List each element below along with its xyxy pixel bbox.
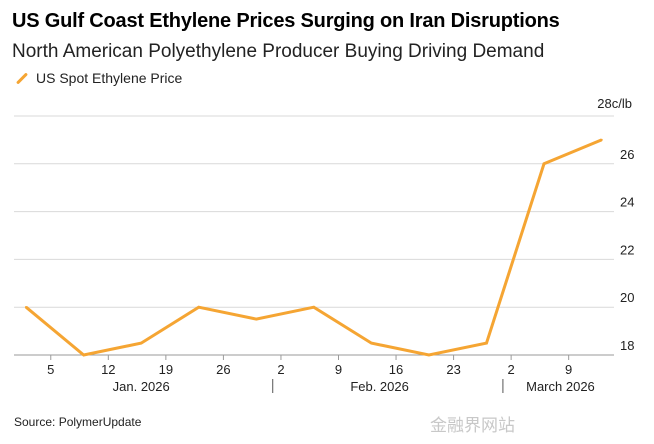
x-tick-label: 5 — [47, 362, 54, 377]
x-tick-label: 2 — [277, 362, 284, 377]
y-tick-label: 20 — [620, 290, 634, 305]
y-tick-label: 24 — [620, 195, 634, 210]
legend-label: US Spot Ethylene Price — [36, 70, 183, 86]
x-tick-label: 16 — [389, 362, 403, 377]
y-tick-label: 22 — [620, 242, 634, 257]
y-unit-label: 28c/lb — [597, 96, 632, 111]
data-point — [140, 341, 143, 345]
x-tick-label: 9 — [565, 362, 572, 377]
month-label: Jan. 2026 — [113, 379, 170, 394]
x-tick-label: 23 — [446, 362, 460, 377]
source-note: Source: PolymerUpdate — [14, 415, 142, 429]
y-tick-label: 26 — [620, 147, 634, 162]
data-point — [197, 306, 200, 309]
data-point — [255, 317, 258, 321]
data-point — [24, 306, 28, 309]
data-point — [82, 353, 85, 357]
axis-labels: 18 20 22 24 26 28c/lb 5 12 19 26 2 9 16 23 2 9 Jan. 2026… — [47, 96, 634, 394]
legend: US Spot Ethylene Price — [14, 70, 182, 86]
series-layer — [24, 138, 603, 357]
month-label: Feb. 2026 — [350, 379, 409, 394]
y-tick-label: 18 — [620, 338, 634, 353]
legend-line-icon — [14, 71, 28, 85]
data-point — [542, 162, 546, 165]
series-line — [25, 138, 603, 357]
data-point — [312, 306, 316, 309]
data-point — [600, 138, 603, 142]
x-tick-label: 2 — [508, 362, 515, 377]
grid-lines — [14, 115, 614, 356]
data-point — [370, 341, 373, 345]
chart-title: US Gulf Coast Ethylene Prices Surging on… — [12, 10, 560, 32]
x-tick-label: 26 — [216, 362, 230, 377]
data-point — [485, 341, 488, 345]
chart-subtitle: North American Polyethylene Producer Buy… — [12, 41, 545, 62]
watermark: 金融界网站 — [430, 416, 515, 435]
x-tick-label: 19 — [159, 362, 173, 377]
x-tick-label: 12 — [101, 362, 115, 377]
data-point — [427, 353, 431, 357]
line-chart: 18 20 22 24 26 28c/lb 5 12 19 26 2 9 16 23 2 9 Jan. 2026… — [14, 96, 634, 394]
x-tick-label: 9 — [335, 362, 342, 377]
month-label: March 2026 — [526, 379, 595, 394]
